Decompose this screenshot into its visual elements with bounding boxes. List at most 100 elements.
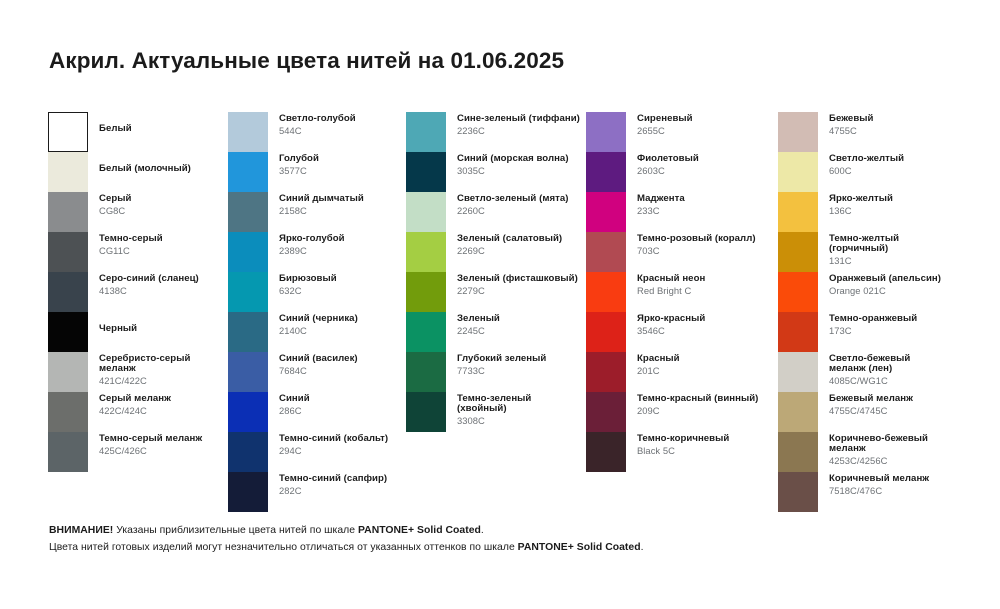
color-swatch: [406, 352, 446, 392]
color-row: Светло-бежевый меланж (лен) 4085C/WG1C: [778, 352, 993, 392]
color-name: Светло-голубой: [279, 113, 356, 124]
swatch-column-blues: Светло-голубой 544C Голубой 3577C Синий дымч…: [228, 112, 403, 512]
color-labels: Синий (василек) 7684C: [268, 352, 358, 376]
color-row: Белый (молочный): [48, 152, 223, 192]
pantone-code: 2655C: [637, 124, 665, 136]
pantone-code: 2603C: [637, 164, 665, 176]
color-swatch: [228, 432, 268, 472]
pantone-code: 7733C: [457, 364, 485, 376]
color-row: Фиолетовый 2603C: [586, 152, 776, 192]
color-name: Коричневый меланж: [829, 473, 930, 484]
color-row: Бирюзовый 632C: [228, 272, 403, 312]
color-labels: Ярко-желтый 136C: [818, 192, 893, 216]
pantone-code: 425C/426C: [99, 444, 147, 456]
color-labels: Ярко-голубой 2389C: [268, 232, 345, 256]
color-labels: Бежевый меланж 4755C/4745C: [818, 392, 913, 416]
color-labels: Маджента 233C: [626, 192, 685, 216]
pantone-code: 136C: [829, 204, 852, 216]
color-row: Глубокий зеленый 7733C: [406, 352, 584, 392]
pantone-code: 4085C/WG1C: [829, 374, 888, 386]
color-labels: Серый меланж 422C/424C: [88, 392, 171, 416]
color-name: Красный: [637, 353, 680, 364]
color-name: Темно-серый: [99, 233, 163, 244]
color-name: Ярко-желтый: [829, 193, 893, 204]
pantone-code: 3577C: [279, 164, 307, 176]
color-labels: Светло-голубой 544C: [268, 112, 356, 136]
color-row: Коричневый меланж 7518C/476C: [778, 472, 993, 512]
color-name: Ярко-голубой: [279, 233, 345, 244]
color-name: Ярко-красный: [637, 313, 706, 324]
swatch-column-reds: Сиреневый 2655C Фиолетовый 2603C Маджента 233…: [586, 112, 776, 472]
pantone-code: 173C: [829, 324, 852, 336]
color-name: Серо-синий (сланец): [99, 273, 199, 284]
pantone-code: 2260C: [457, 204, 485, 216]
color-name: Темно-розовый (коралл): [637, 233, 756, 244]
pantone-code: 2245C: [457, 324, 485, 336]
color-row: Синий (морская волна) 3035C: [406, 152, 584, 192]
color-labels: Зеленый 2245C: [446, 312, 500, 336]
color-row: Оранжевый (апельсин) Orange 021C: [778, 272, 993, 312]
color-swatch: [586, 352, 626, 392]
color-row: Ярко-голубой 2389C: [228, 232, 403, 272]
pantone-code: 703C: [637, 244, 660, 256]
color-row: Темно-коричневый Black 5C: [586, 432, 776, 472]
pantone-code: CG11C: [99, 244, 130, 256]
color-swatch: [48, 312, 88, 352]
color-name: Синий дымчатый: [279, 193, 364, 204]
color-row: Зеленый (фисташковый) 2279C: [406, 272, 584, 312]
color-row: Голубой 3577C: [228, 152, 403, 192]
color-labels: Коричневый меланж 7518C/476C: [818, 472, 929, 496]
swatch-column-grays: Белый Белый (молочный) Серый CG8C Темно-серы…: [48, 112, 223, 472]
color-row: Синий 286C: [228, 392, 403, 432]
color-row: Маджента 233C: [586, 192, 776, 232]
color-name: Белый: [99, 123, 132, 134]
color-swatch: [586, 232, 626, 272]
color-name: Зеленый (фисташковый): [457, 273, 578, 284]
color-name: Серый меланж: [99, 393, 171, 404]
color-labels: Темно-красный (винный) 209C: [626, 392, 758, 416]
color-labels: Красный 201C: [626, 352, 680, 376]
pantone-code: CG8C: [99, 204, 126, 216]
pantone-code: 4755C/4745C: [829, 404, 888, 416]
color-labels: Светло-бежевый меланж (лен) 4085C/WG1C: [818, 352, 938, 386]
color-row: Сиреневый 2655C: [586, 112, 776, 152]
pantone-code: 3546C: [637, 324, 665, 336]
disclaimer-line-1: ВНИМАНИЕ! Указаны приблизительные цвета …: [49, 523, 644, 540]
pantone-code: 4253C/4256C: [829, 454, 888, 466]
color-name: Серый: [99, 193, 132, 204]
disclaimer-footer: ВНИМАНИЕ! Указаны приблизительные цвета …: [49, 523, 644, 557]
color-swatch: [778, 232, 818, 272]
color-row: Светло-зеленый (мята) 2260C: [406, 192, 584, 232]
color-row: Темно-розовый (коралл) 703C: [586, 232, 776, 272]
color-row: Темно-красный (винный) 209C: [586, 392, 776, 432]
color-name: Сиреневый: [637, 113, 693, 124]
color-labels: Серо-синий (сланец) 4138C: [88, 272, 199, 296]
color-labels: Оранжевый (апельсин) Orange 021C: [818, 272, 941, 296]
pantone-code: 286C: [279, 404, 302, 416]
color-labels: Зеленый (салатовый) 2269C: [446, 232, 562, 256]
color-row: Темно-желтый (горчичный) 131C: [778, 232, 993, 272]
color-row: Серый меланж 422C/424C: [48, 392, 223, 432]
pantone-code: 2158C: [279, 204, 307, 216]
color-swatch: [228, 112, 268, 152]
color-name: Бежевый меланж: [829, 393, 913, 404]
disclaimer-line-2-text: Цвета нитей готовых изделий могут незнач…: [49, 541, 518, 553]
pantone-code: 4755C: [829, 124, 857, 136]
pantone-code: 544C: [279, 124, 302, 136]
color-name: Темно-желтый (горчичный): [829, 233, 900, 255]
color-labels: Фиолетовый 2603C: [626, 152, 699, 176]
color-swatch: [48, 232, 88, 272]
pantone-code: 4138C: [99, 284, 127, 296]
color-swatch-grid: Белый Белый (молочный) Серый CG8C Темно-серы…: [0, 112, 1000, 512]
color-labels: Темно-желтый (горчичный) 131C: [818, 232, 938, 266]
pantone-code: 600C: [829, 164, 852, 176]
color-labels: Бежевый 4755C: [818, 112, 873, 136]
pantone-code: 233C: [637, 204, 660, 216]
pantone-code: 632C: [279, 284, 302, 296]
color-name: Коричнево-бежевый меланж: [829, 433, 928, 455]
color-row: Бежевый 4755C: [778, 112, 993, 152]
pantone-code: 131C: [829, 254, 852, 266]
color-name: Оранжевый (апельсин): [829, 273, 941, 284]
color-swatch: [586, 192, 626, 232]
